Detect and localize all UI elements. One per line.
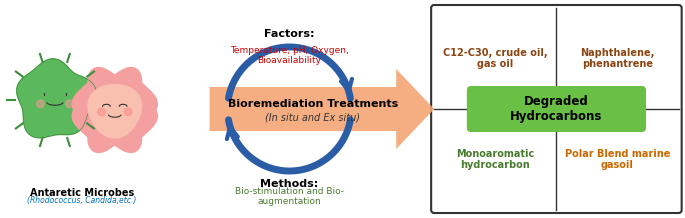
Text: Degraded
Hydrocarbons: Degraded Hydrocarbons xyxy=(510,95,603,123)
Text: Bioremediation Treatments: Bioremediation Treatments xyxy=(227,99,398,109)
Circle shape xyxy=(124,108,132,116)
Text: Temperature, pH, Oxygen,
Bioavailability: Temperature, pH, Oxygen, Bioavailability xyxy=(230,46,349,65)
Text: Factors:: Factors: xyxy=(264,29,314,39)
Text: Polar Blend marine
gasoil: Polar Blend marine gasoil xyxy=(565,149,670,170)
Text: Antaretic Microbes: Antaretic Microbes xyxy=(29,188,134,198)
Circle shape xyxy=(66,100,73,108)
Text: Bio-stimulation and Bio-
augmentation: Bio-stimulation and Bio- augmentation xyxy=(235,187,344,206)
Circle shape xyxy=(98,108,105,116)
Text: Monoaromatic
hydrocarbon: Monoaromatic hydrocarbon xyxy=(456,149,534,170)
Text: Naphthalene,
phenantrene: Naphthalene, phenantrene xyxy=(580,48,655,69)
Text: (In situ and Ex situ): (In situ and Ex situ) xyxy=(265,112,360,122)
Text: C12-C30, crude oil,
gas oil: C12-C30, crude oil, gas oil xyxy=(443,48,547,69)
Polygon shape xyxy=(16,59,96,138)
Polygon shape xyxy=(210,69,434,149)
Circle shape xyxy=(37,100,45,108)
FancyBboxPatch shape xyxy=(467,86,646,132)
Polygon shape xyxy=(72,68,158,152)
Text: (Rhodococcus, Candida,etc.): (Rhodococcus, Candida,etc.) xyxy=(27,196,136,205)
Text: Methods:: Methods: xyxy=(260,179,319,189)
FancyBboxPatch shape xyxy=(431,5,682,213)
Polygon shape xyxy=(88,85,142,138)
